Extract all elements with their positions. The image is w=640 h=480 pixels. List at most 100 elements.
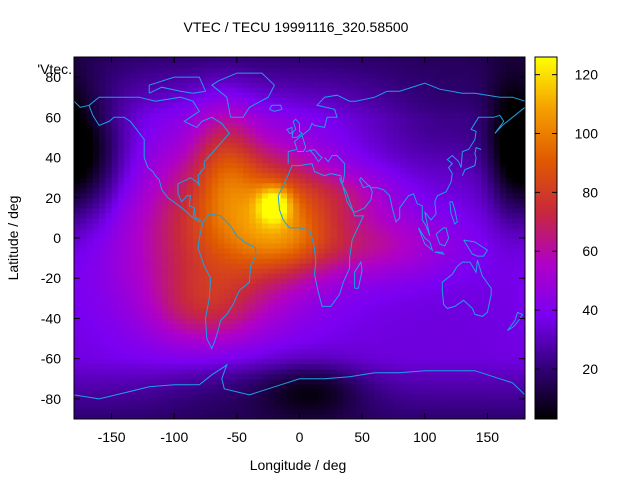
heatmap-cell — [105, 92, 113, 98]
heatmap-cell — [468, 278, 476, 284]
heatmap-cell — [155, 383, 163, 390]
heatmap-cell — [224, 338, 232, 345]
heatmap-cell — [349, 132, 357, 139]
heatmap-cell — [374, 388, 382, 395]
heatmap-cell — [224, 167, 232, 174]
heatmap-cell — [142, 413, 150, 419]
heatmap-cell — [405, 82, 413, 88]
heatmap-cell — [211, 378, 219, 385]
heatmap-cell — [174, 127, 182, 134]
heatmap-cell — [305, 157, 313, 164]
heatmap-cell — [318, 308, 326, 315]
heatmap-cell — [218, 343, 225, 350]
heatmap-cell — [337, 338, 344, 345]
heatmap-cell — [117, 333, 125, 340]
heatmap-cell — [355, 87, 363, 93]
heatmap-cell — [380, 67, 388, 73]
heatmap-cell — [255, 288, 263, 294]
heatmap-cell — [462, 102, 470, 108]
heatmap-cell — [230, 238, 238, 244]
heatmap-cell — [380, 202, 388, 209]
heatmap-cell — [412, 82, 420, 88]
heatmap-cell — [280, 187, 288, 194]
heatmap-cell — [337, 343, 344, 350]
heatmap-cell — [418, 107, 426, 113]
heatmap-cell — [355, 172, 363, 179]
heatmap-cell — [211, 408, 219, 415]
heatmap-cell — [487, 268, 495, 274]
heatmap-cell — [355, 167, 363, 174]
heatmap-cell — [324, 222, 332, 229]
heatmap-cell — [243, 82, 250, 88]
heatmap-cell — [449, 248, 457, 254]
heatmap-cell — [374, 358, 382, 365]
heatmap-cell — [431, 232, 438, 239]
heatmap-cell — [449, 152, 457, 159]
heatmap-cell — [199, 238, 207, 244]
heatmap-cell — [355, 308, 363, 315]
heatmap-cell — [136, 227, 144, 234]
heatmap-cell — [243, 263, 250, 269]
heatmap-cell — [481, 358, 489, 365]
heatmap-cell — [312, 177, 319, 184]
heatmap-cell — [268, 363, 276, 370]
heatmap-cell — [268, 192, 276, 199]
heatmap-cell — [355, 323, 363, 330]
heatmap-cell — [387, 217, 395, 224]
heatmap-cell — [105, 238, 113, 244]
heatmap-cell — [149, 373, 157, 380]
heatmap-cell — [117, 202, 125, 209]
heatmap-cell — [274, 132, 282, 139]
heatmap-cell — [130, 378, 138, 385]
heatmap-cell — [368, 97, 376, 103]
heatmap-cell — [167, 268, 175, 274]
heatmap-cell — [186, 157, 194, 164]
heatmap-cell — [218, 107, 225, 113]
heatmap-cell — [149, 57, 157, 63]
heatmap-cell — [349, 202, 357, 209]
heatmap-cell — [86, 77, 94, 83]
heatmap-cell — [124, 137, 131, 144]
heatmap-cell — [243, 288, 250, 294]
heatmap-cell — [261, 207, 269, 214]
heatmap-cell — [324, 202, 332, 209]
heatmap-cell — [224, 212, 232, 219]
heatmap-cell — [437, 278, 445, 284]
heatmap-cell — [368, 343, 376, 350]
heatmap-cell — [299, 308, 307, 315]
heatmap-cell — [449, 373, 457, 380]
heatmap-cell — [456, 92, 463, 98]
heatmap-cell — [124, 333, 131, 340]
heatmap-cell — [230, 172, 238, 179]
heatmap-cell — [286, 127, 294, 134]
heatmap-cell — [124, 162, 131, 169]
heatmap-cell — [286, 57, 294, 63]
heatmap-cell — [374, 192, 382, 199]
heatmap-cell — [180, 368, 188, 375]
heatmap-cell — [293, 232, 301, 239]
heatmap-cell — [74, 192, 81, 199]
heatmap-cell — [443, 172, 451, 179]
heatmap-cell — [230, 57, 238, 63]
heatmap-cell — [268, 227, 276, 234]
heatmap-cell — [261, 263, 269, 269]
heatmap-cell — [362, 152, 369, 159]
heatmap-cell — [224, 142, 232, 149]
heatmap-cell — [318, 187, 326, 194]
heatmap-cell — [456, 127, 463, 134]
heatmap-cell — [468, 137, 476, 144]
heatmap-cell — [274, 373, 282, 380]
heatmap-cell — [387, 82, 395, 88]
heatmap-cell — [387, 353, 395, 360]
heatmap-cell — [443, 313, 451, 320]
heatmap-cell — [218, 333, 225, 340]
heatmap-cell — [499, 338, 507, 345]
heatmap-cell — [474, 117, 482, 123]
heatmap-cell — [405, 167, 413, 174]
heatmap-cell — [318, 413, 326, 419]
heatmap-cell — [99, 308, 106, 315]
heatmap-cell — [324, 358, 332, 365]
heatmap-cell — [468, 172, 476, 179]
heatmap-cell — [117, 303, 125, 309]
heatmap-cell — [330, 117, 338, 123]
